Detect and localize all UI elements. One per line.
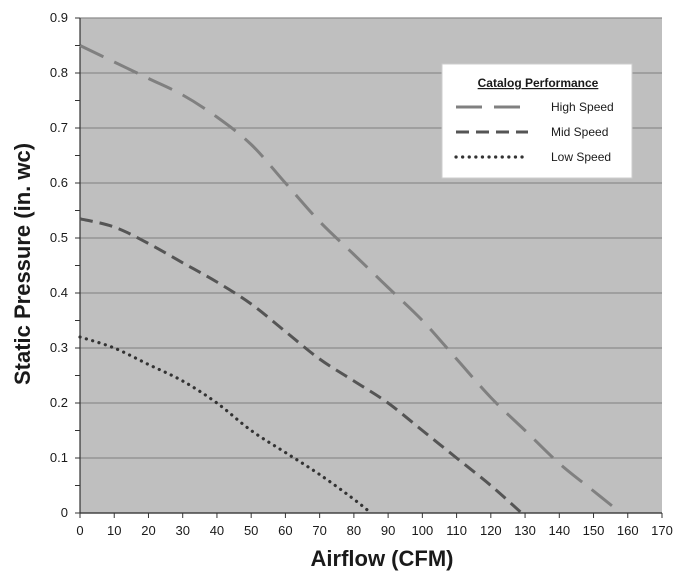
y-tick-label: 0.5 [50,230,68,245]
x-tick-label: 40 [210,523,224,538]
x-tick-label: 100 [412,523,434,538]
grid-lines [80,17,662,514]
x-tick-label: 10 [107,523,121,538]
y-tick-label: 0.6 [50,175,68,190]
y-axis-title: Static Pressure (in. wc) [10,143,35,385]
x-axis-title: Airflow (CFM) [311,546,454,571]
y-tick-label: 0.7 [50,120,68,135]
y-axis: 0 0.1 0.2 0.3 0.4 0.5 0.6 0.7 0.8 0.9 [50,10,81,520]
x-tick-label: 70 [312,523,326,538]
y-tick-label: 0.1 [50,450,68,465]
x-tick-label: 150 [583,523,605,538]
x-tick-label: 60 [278,523,292,538]
y-tick-label: 0 [61,505,68,520]
legend-label: High Speed [551,100,614,114]
x-tick-label: 140 [548,523,570,538]
x-tick-label: 170 [651,523,673,538]
legend-label: Mid Speed [551,125,608,139]
x-tick-label: 0 [76,523,83,538]
legend-box [441,63,633,179]
x-axis: 0 10 20 30 40 50 60 70 80 90 100 110 120 130 140 150 160… [76,512,673,538]
y-tick-label: 0.2 [50,395,68,410]
x-tick-label: 110 [446,523,467,538]
x-tick-label: 90 [381,523,395,538]
x-tick-label: 80 [347,523,361,538]
y-tick-label: 0.3 [50,340,68,355]
y-tick-label: 0.4 [50,285,68,300]
x-tick-label: 120 [480,523,502,538]
series-line-mid-speed [79,217,523,515]
y-tick-label: 0.9 [50,10,68,25]
x-tick-label: 20 [141,523,155,538]
legend-label: Low Speed [551,150,611,164]
legend: Catalog Performance High Speed Mid Speed L… [441,63,633,179]
y-tick-label: 0.8 [50,65,68,80]
x-tick-label: 30 [175,523,189,538]
x-tick-label: 50 [244,523,258,538]
x-tick-label: 130 [514,523,536,538]
x-tick-label: 160 [617,523,639,538]
series-line-high-speed [79,44,622,515]
legend-title: Catalog Performance [478,76,599,90]
series-lines [78,44,622,515]
